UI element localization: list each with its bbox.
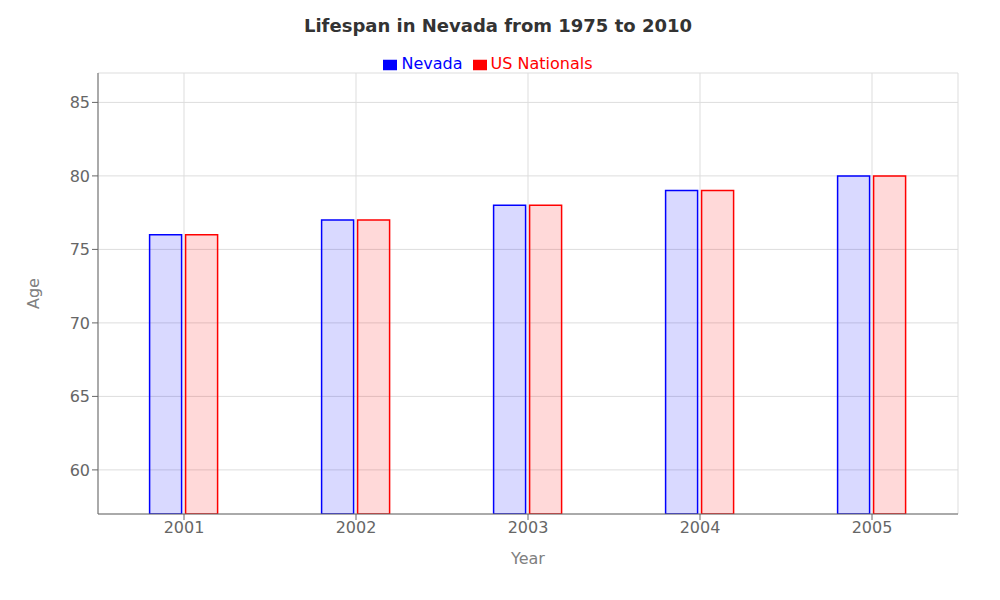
html-text:Nevada: Nevada — [401, 54, 463, 73]
svg-text:2003: 2003 — [508, 518, 549, 537]
svg-text:2004: 2004 — [680, 518, 721, 537]
html-text:US Nationals: US Nationals — [490, 54, 593, 73]
svg-text:Year: Year — [510, 549, 545, 568]
svg-text:80: 80 — [70, 167, 90, 186]
svg-text:60: 60 — [70, 461, 90, 480]
svg-text:75: 75 — [70, 240, 90, 259]
svg-text:Age: Age — [24, 278, 43, 309]
svg-text:85: 85 — [70, 93, 90, 112]
svg-text:65: 65 — [70, 387, 90, 406]
svg-text:2002: 2002 — [336, 518, 377, 537]
html-text:Lifespan in Nevada from 1975 t: Lifespan in Nevada from 1975 to 2010 — [304, 15, 692, 36]
svg-text:70: 70 — [70, 314, 90, 333]
svg-text:2005: 2005 — [852, 518, 893, 537]
svg-text:2001: 2001 — [164, 518, 205, 537]
